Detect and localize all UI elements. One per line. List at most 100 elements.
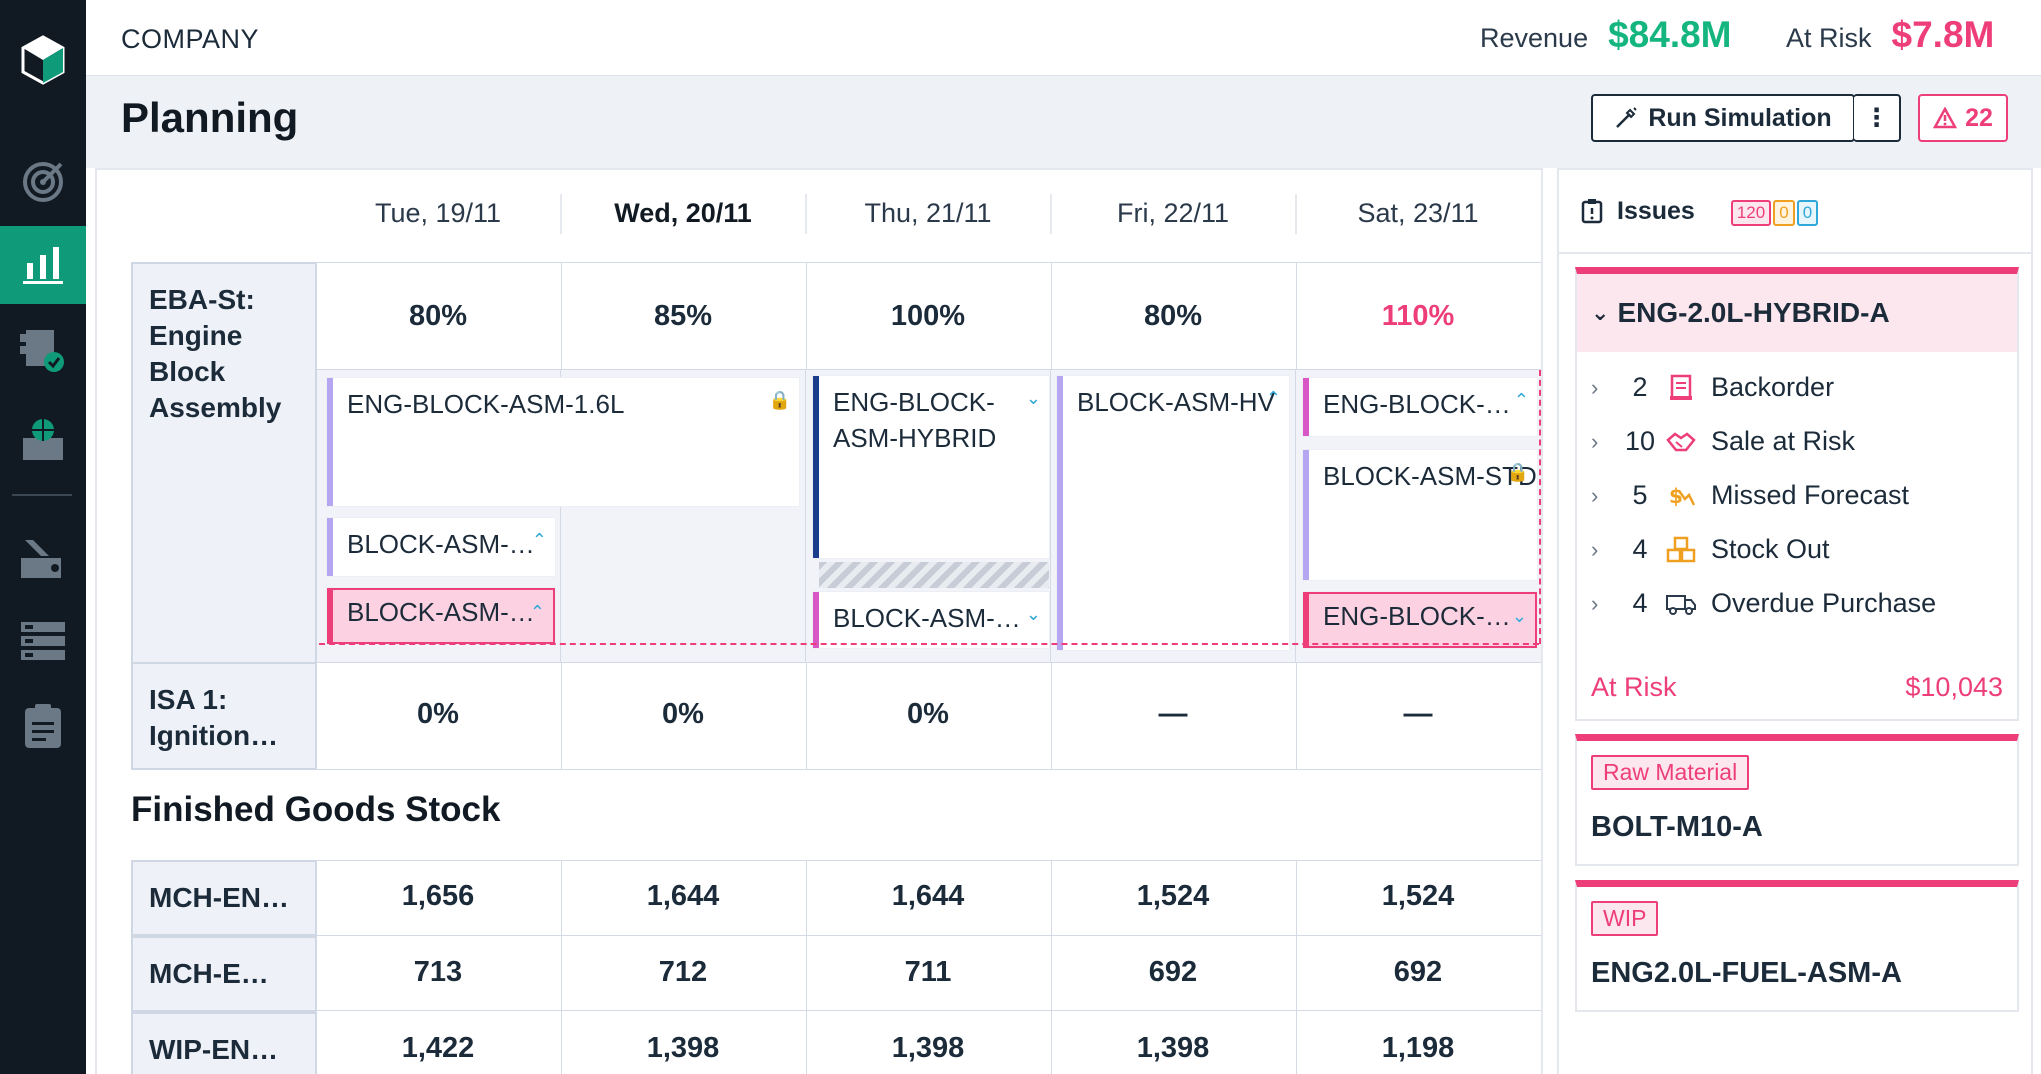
page-title: Planning [121,94,299,141]
lock-icon: 🔒 [768,390,791,410]
top-bar: COMPANY Revenue $84.8M At Risk $7.8M [86,0,2041,76]
warning-icon [1933,107,1958,129]
bar-chart-icon[interactable] [0,226,86,304]
section-title: Finished Goods Stock [131,790,501,829]
issue-item-name: ENG-2.0L-HYBRID-A [1617,297,1890,328]
stock-item-name: MCH-EN… [149,882,289,913]
issue-item-name: ENG2.0L-FUEL-ASM-A [1591,957,1902,989]
server-icon[interactable] [0,604,86,676]
run-simulation-button[interactable]: Run Simulation [1591,94,1855,142]
at-risk-value: $7.8M [1891,14,1995,55]
idle-block [819,562,1049,588]
at-risk-label: At Risk [1786,23,1872,53]
double-chevron-up-icon: ⌃ [531,530,547,550]
job-card[interactable]: BLOCK-ASM-STD 🔒 [1303,450,1537,580]
job-label: BLOCK-ASM-… [347,597,535,627]
issue-card[interactable]: Raw Material BOLT-M10-A [1575,734,2019,866]
issue-count: 4 [1632,534,1648,564]
edit-icon[interactable] [0,522,86,594]
revenue-kpi: Revenue $84.8M [1480,14,1732,56]
chevron-right-icon: › [1591,428,1599,454]
at-risk-kpi: At Risk $7.8M [1786,14,1994,56]
checklist-icon[interactable] [0,314,86,386]
job-card[interactable]: ENG-BLOCK-… ⌃ [1303,378,1537,436]
stock-item-header[interactable]: MCH-E… [131,936,317,1012]
job-card[interactable]: ENG-BLOCK-ASM-1.6L 🔒 [327,378,799,506]
more-options-button[interactable]: ⋮ [1853,94,1901,142]
stock-item-name: WIP-EN… [149,1034,279,1065]
issue-card[interactable]: WIP ENG2.0L-FUEL-ASM-A [1575,880,2019,1012]
capacity-load: 85% [653,300,713,332]
at-risk-amount: $10,043 [1905,672,2003,702]
target-icon[interactable] [0,146,86,218]
issue-count: 10 [1624,426,1656,456]
capacity-load: 0% [417,698,459,730]
chevron-right-icon: › [1591,590,1599,616]
job-card-at-risk[interactable]: BLOCK-ASM-… ⌃ [327,588,555,644]
day-header: Wed, 20/11 [614,198,752,228]
day-header: Tue, 19/11 [374,198,502,228]
job-card[interactable]: ENG-BLOCK-ASM-HYBRID ⌄ [813,376,1049,558]
stock-item-header[interactable]: WIP-EN… [131,1012,317,1074]
issue-row[interactable]: › 4 Stock Out [1591,534,1830,565]
issue-count: 5 [1632,480,1648,510]
issue-card-header[interactable]: ⌄ ENG-2.0L-HYBRID-A [1577,274,2017,352]
run-simulation-label: Run Simulation [1648,103,1832,132]
stock-value: 1,398 [891,1032,965,1064]
stock-item-name: MCH-E… [149,958,269,989]
job-label: ENG-BLOCK-… [1323,389,1511,419]
job-card[interactable]: BLOCK-ASM-… ⌄ [813,592,1049,648]
issue-row[interactable]: › 5 $ Missed Forecast [1591,480,1909,511]
job-label: ENG-BLOCK-… [1323,601,1511,631]
item-type-tag: Raw Material [1591,755,1750,790]
issues-header[interactable]: Issues 120 0 0 [1581,196,1819,226]
issues-title: Issues [1617,196,1695,225]
stock-value: 1,644 [891,880,965,912]
capacity-load: 100% [890,300,966,332]
planning-board: Tue, 19/11 Wed, 20/11 Thu, 21/11 Fri, 22… [95,168,1543,1074]
truck-icon [1661,592,1701,616]
chevron-up-icon: ⌃ [1265,388,1281,408]
workstation-header[interactable]: EBA-St: Engine Block Assembly [131,262,317,664]
job-label: BLOCK-ASM-… [833,603,1021,633]
alerts-button[interactable]: 22 [1918,94,2008,142]
capacity-load: — [1158,698,1188,730]
stock-value: 1,398 [1136,1032,1210,1064]
job-card[interactable]: BLOCK-ASM-HV ⌃ [1057,376,1289,650]
chevron-down-icon: ⌄ [1511,606,1527,626]
issue-card[interactable]: ⌄ ENG-2.0L-HYBRID-A › 2 Backorder › 10 S… [1575,267,2019,721]
issue-row[interactable]: › 2 Backorder [1591,372,1834,403]
boxes-icon [1661,536,1701,564]
capacity-load: 80% [408,300,468,332]
job-card-at-risk[interactable]: ENG-BLOCK-… ⌄ [1303,592,1537,648]
wand-icon [1616,107,1638,128]
issue-label: Sale at Risk [1711,426,1856,456]
at-risk-label: At Risk [1591,672,1677,702]
issue-label: Backorder [1711,372,1835,402]
page-header: Planning Run Simulation ⋮ 22 [86,76,2041,168]
stock-value: 1,422 [401,1032,475,1064]
job-label: ENG-BLOCK-ASM-HYBRID [833,387,997,453]
stock-value: 1,524 [1136,880,1210,912]
chevron-right-icon: › [1591,374,1599,400]
job-card[interactable]: BLOCK-ASM-… ⌃ [327,518,555,576]
issue-row[interactable]: › 10 Sale at Risk [1591,426,1855,457]
job-label: ENG-BLOCK-ASM-1.6L [347,389,625,419]
company-name: COMPANY [121,24,260,54]
globe-inbox-icon[interactable] [0,404,86,476]
stock-value: 1,644 [646,880,720,912]
trend-icon: $ [1661,483,1701,509]
workstation-header[interactable]: ISA 1: Ignition… [131,662,317,770]
capacity-limit-line [1539,370,1541,644]
stock-item-header[interactable]: MCH-EN… [131,860,317,936]
stock-value: 692 [1148,956,1198,988]
stock-value: 1,524 [1381,880,1455,912]
clipboard-icon[interactable] [0,690,86,762]
logo-icon[interactable] [0,24,86,96]
document-icon [1661,374,1701,402]
chevron-down-icon: ⌄ [1025,604,1041,624]
svg-text:$: $ [1669,484,1683,508]
capacity-load: 0% [662,698,704,730]
issue-row[interactable]: › 4 Overdue Purchase [1591,588,1936,619]
capacity-load: — [1403,698,1433,730]
